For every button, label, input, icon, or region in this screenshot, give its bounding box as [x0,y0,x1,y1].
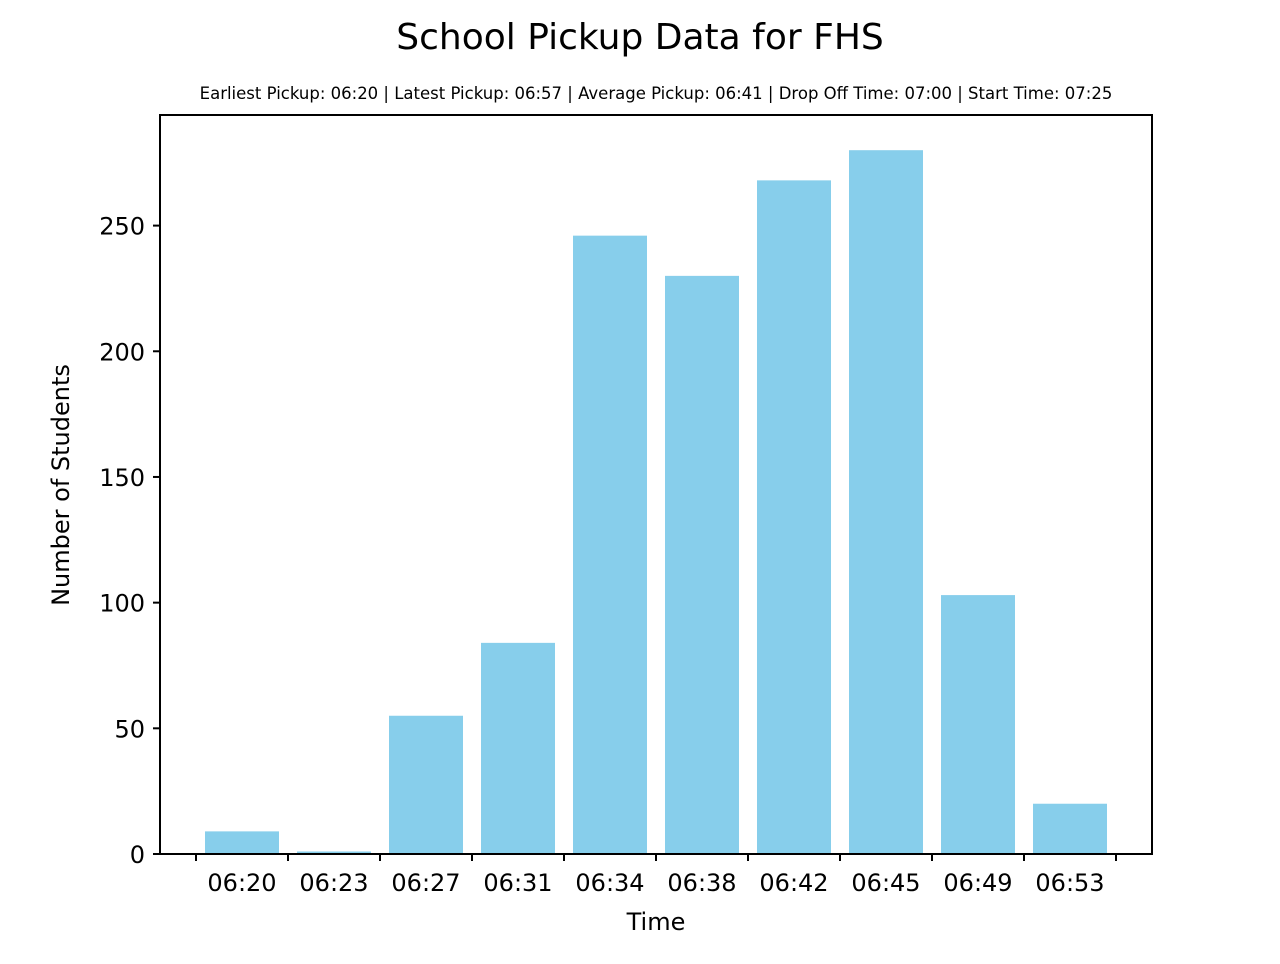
x-tick-label: 06:38 [667,869,736,897]
x-tick-label: 06:53 [1035,869,1104,897]
x-tick-label: 06:42 [759,869,828,897]
y-axis-label: Number of Students [47,364,75,606]
chart-title: School Pickup Data for FHS [396,17,884,58]
bar-0623 [297,851,371,854]
plot-frame [159,114,1153,855]
x-tick-label: 06:31 [483,869,552,897]
bars-layer [205,150,1107,855]
x-tick-label: 06:49 [943,869,1012,897]
y-tick-label: 150 [99,464,145,492]
y-tick-label: 100 [99,590,145,618]
x-tick-label: 06:27 [391,869,460,897]
bar-0634 [573,235,647,854]
x-tick-label: 06:20 [207,869,276,897]
x-tick-label: 06:23 [299,869,368,897]
y-tick-label: 0 [130,841,145,869]
bar-0642 [757,180,831,854]
y-tick-label: 250 [99,213,145,241]
bar-0638 [665,275,739,855]
chart-subtitle: Earliest Pickup: 06:20 | Latest Pickup: … [200,84,1113,103]
x-axis-label: Time [626,908,686,936]
bar-0645 [849,150,923,854]
x-tick-label: 06:45 [851,869,920,897]
bar-0653 [1033,803,1107,854]
bar-0631 [481,642,555,854]
bar-0649 [941,595,1015,854]
bar-0620 [205,831,279,854]
y-tick-label: 50 [114,715,145,743]
axes-layer: 06:20 06:23 06:27 06:31 06:34 06:38 06:42 06:45… [99,213,1117,897]
x-tick-label: 06:34 [575,869,644,897]
y-tick-label: 200 [99,338,145,366]
bar-0627 [389,715,463,854]
